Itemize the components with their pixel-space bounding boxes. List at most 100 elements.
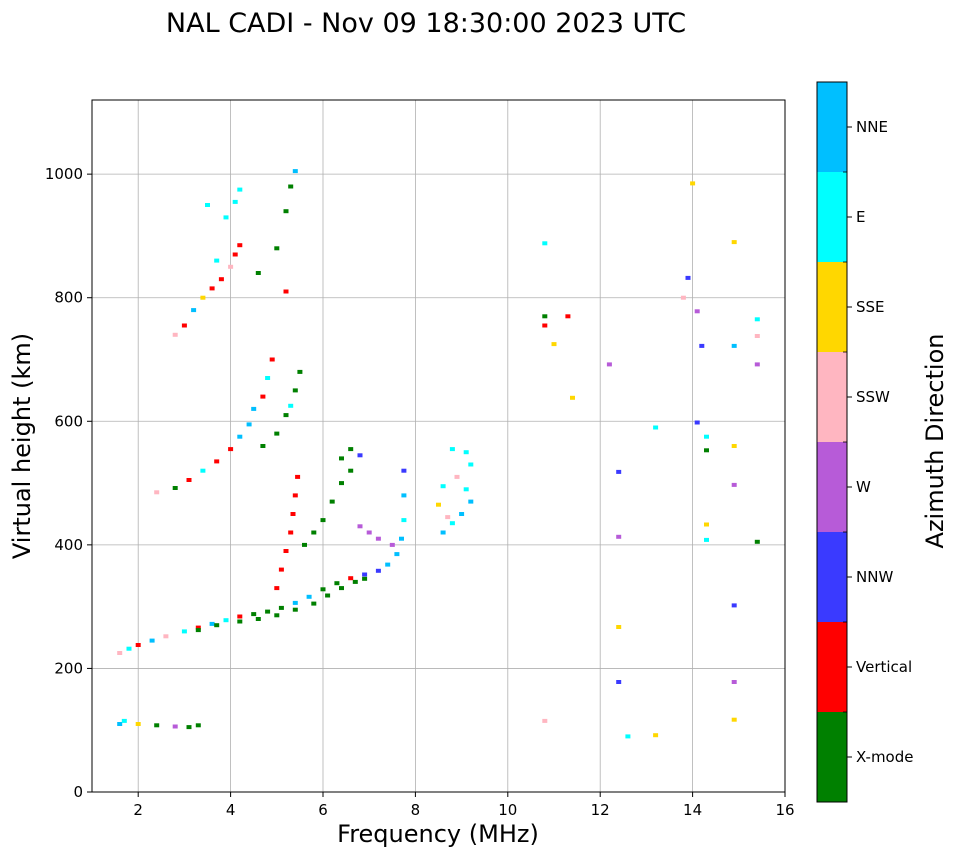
colorbar-segment (817, 442, 847, 532)
echo-point (440, 530, 446, 535)
echo-point (436, 502, 441, 507)
echo-point (320, 587, 326, 592)
echo-point (246, 422, 252, 427)
colorbar-tick-label: SSE (856, 298, 885, 316)
echo-point (237, 614, 243, 619)
echo-point (306, 594, 312, 599)
colorbar-segment (817, 622, 847, 712)
echo-point (251, 612, 257, 617)
y-tick-label: 600 (54, 412, 83, 430)
colorbar: X-mode Vertical NNW W SSW SSE E NNE (816, 81, 913, 803)
echo-point (278, 567, 284, 572)
echo-point (288, 184, 294, 189)
echo-point (251, 406, 257, 411)
echo-point (357, 524, 363, 529)
echo-point (283, 289, 289, 294)
echo-point (154, 490, 160, 495)
echo-point (149, 638, 155, 643)
echo-point (704, 537, 709, 542)
echo-point (468, 499, 474, 504)
plot-frame (91, 99, 786, 793)
echo-point (685, 275, 691, 280)
echo-point (172, 724, 178, 729)
echo-point (274, 586, 280, 591)
x-tick-label: 12 (591, 801, 610, 819)
echo-point (186, 725, 192, 730)
chart-title: NAL CADI - Nov 09 18:30:00 2023 UTC (166, 8, 686, 39)
echo-point (269, 357, 275, 362)
echo-point (754, 317, 760, 322)
echo-point (214, 258, 220, 263)
echo-point (375, 536, 381, 541)
x-tick-label: 2 (133, 801, 143, 819)
echo-point (694, 420, 700, 425)
plot-background (92, 100, 785, 792)
echo-point (704, 434, 709, 439)
echo-point (449, 521, 455, 526)
echo-point (195, 723, 201, 728)
echo-point (352, 579, 358, 584)
echo-point (274, 613, 280, 618)
echo-point (754, 362, 760, 367)
x-tick-label: 14 (683, 801, 702, 819)
echo-point (232, 199, 238, 204)
echo-point (126, 646, 132, 651)
echo-point (283, 549, 289, 553)
echo-point (366, 530, 372, 535)
y-axis-label: Virtual height (km) (8, 333, 36, 559)
echo-point (292, 388, 298, 393)
echo-point (214, 623, 220, 628)
data-marks (117, 169, 760, 739)
grid-lines (92, 100, 786, 793)
echo-point (754, 334, 760, 338)
colorbar-label: Azimuth Direction (921, 334, 949, 549)
echo-point (348, 468, 354, 473)
echo-point (731, 717, 737, 722)
echo-point (394, 552, 400, 557)
echo-point (542, 718, 548, 723)
colorbar-frame (816, 81, 848, 803)
echo-point (653, 425, 659, 430)
colorbar-segment (817, 82, 847, 172)
echo-point (754, 539, 760, 544)
echo-point (542, 314, 548, 319)
echo-point (255, 271, 261, 275)
echo-point (449, 447, 455, 452)
echo-point (731, 240, 737, 245)
echo-point (181, 323, 187, 328)
echo-point (205, 203, 210, 207)
echo-point (288, 530, 294, 535)
x-axis-label: Frequency (MHz) (337, 820, 539, 848)
echo-point (121, 718, 127, 723)
echo-point (731, 444, 737, 448)
echo-point (334, 581, 340, 586)
echo-point (401, 468, 407, 473)
echo-point (731, 482, 737, 487)
colorbar-segment (817, 712, 847, 802)
echo-point (302, 542, 307, 547)
echo-point (297, 369, 303, 374)
echo-point (311, 530, 317, 535)
echo-point (283, 413, 289, 418)
echo-point (625, 734, 631, 739)
echo-point (357, 453, 363, 458)
echo-point (542, 241, 548, 246)
echo-point (283, 209, 289, 214)
echo-point (232, 252, 238, 257)
echo-point (459, 512, 465, 516)
colorbar-tick-label: SSW (856, 388, 890, 406)
echo-point (292, 169, 298, 174)
echo-point (320, 518, 326, 523)
x-axis-ticks: 2 4 6 8 10 12 14 16 (133, 792, 795, 819)
echo-point (237, 434, 243, 439)
echo-point (463, 450, 469, 455)
colorbar-segment (817, 352, 847, 442)
echo-point (255, 617, 261, 621)
echo-point (731, 343, 737, 348)
echo-point (348, 576, 354, 581)
echo-point (389, 542, 395, 547)
echo-point (274, 431, 280, 436)
echo-point (237, 619, 243, 624)
y-tick-label: 200 (54, 659, 83, 677)
